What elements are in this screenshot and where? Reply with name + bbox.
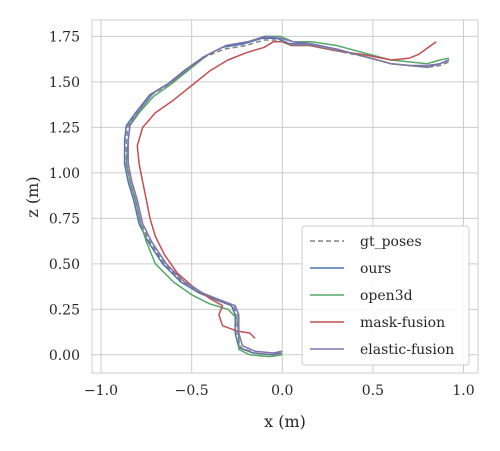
x-tick-label: 0.5 (362, 383, 384, 399)
y-tick-label: 0.75 (49, 211, 80, 227)
y-tick-label: 1.00 (49, 166, 80, 182)
y-tick-label: 0.25 (49, 302, 80, 318)
y-tick-label: 0.00 (49, 348, 80, 364)
legend-label-open3d: open3d (360, 288, 413, 304)
x-tick-label: −0.5 (175, 383, 209, 399)
series-gt_poses-line (125, 39, 450, 356)
y-tick-label: 1.75 (49, 29, 80, 45)
x-tick-label: −1.0 (84, 383, 118, 399)
legend-label-ours: ours (360, 261, 391, 277)
legend-frame (301, 225, 470, 366)
series-mask-fusion-line (136, 41, 437, 339)
legend-label-elastic-fusion: elastic-fusion (360, 342, 454, 358)
tick-labels: −1.0 −0.5 0.0 0.5 1.0 0.00 0.25 0.50 0.75 1.00 1.2… (49, 29, 475, 399)
legend-label-gt_poses: gt_poses (360, 234, 422, 250)
y-axis-label: z (m) (23, 176, 42, 217)
series-layer (123, 35, 450, 358)
x-tick-label: 0.0 (271, 383, 293, 399)
legend-label-mask-fusion: mask-fusion (360, 315, 445, 331)
y-tick-label: 1.25 (49, 120, 80, 136)
x-tick-label: 1.0 (452, 383, 474, 399)
x-axis-label: x (m) (264, 412, 306, 431)
y-tick-label: 0.50 (49, 257, 80, 273)
series-open3d-line (125, 35, 450, 358)
y-tick-label: 1.50 (49, 75, 80, 91)
